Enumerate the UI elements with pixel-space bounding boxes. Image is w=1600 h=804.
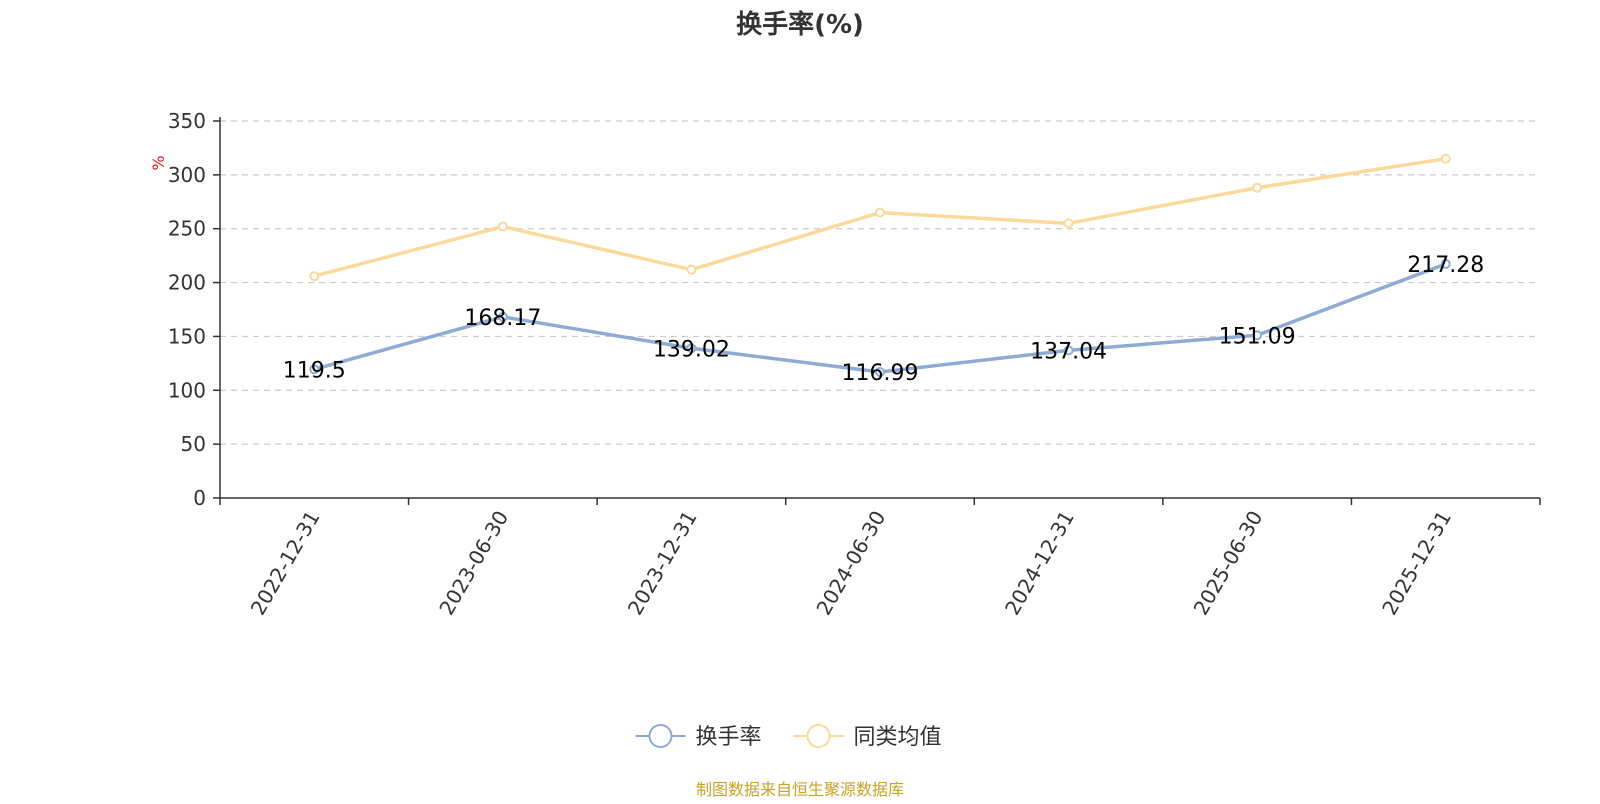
x-tick-label: 2023-06-30	[434, 507, 513, 620]
series-point[interactable]	[1252, 182, 1263, 193]
x-tick-label: 2024-06-30	[811, 507, 890, 620]
y-tick-label: 350	[168, 109, 206, 133]
legend[interactable]: 换手率 同类均值	[635, 724, 942, 750]
series-point[interactable]	[309, 364, 320, 375]
x-tick-label: 2024-12-31	[1000, 507, 1079, 620]
series-point[interactable]	[497, 311, 508, 322]
series-point[interactable]	[309, 271, 320, 282]
x-tick-label: 2025-12-31	[1377, 507, 1456, 620]
legend-label: 同类均值	[854, 725, 942, 750]
chart-title: 换手率(%)	[736, 9, 864, 40]
y-tick-label: 0	[193, 486, 206, 510]
x-tick-label: 2023-12-31	[623, 507, 702, 620]
y-tick-label: 250	[168, 217, 206, 241]
series-point[interactable]	[497, 221, 508, 232]
data-label: 119.5	[283, 358, 346, 383]
x-tick-label: 2022-12-31	[246, 507, 325, 620]
series-point[interactable]	[1440, 153, 1451, 164]
data-source-note: 制图数据来自恒生聚源数据库	[696, 780, 904, 799]
series-point[interactable]	[1252, 330, 1263, 341]
y-axis-unit-label: %	[149, 155, 168, 170]
data-label: 116.99	[842, 361, 919, 386]
y-tick-label: 150	[168, 324, 206, 348]
data-label: 137.04	[1030, 339, 1107, 364]
legend-label: 换手率	[696, 725, 762, 750]
legend-item[interactable]: 换手率	[635, 724, 762, 750]
x-tick-label: 2025-06-30	[1189, 507, 1268, 620]
data-label: 151.09	[1219, 324, 1296, 349]
grid-lines	[220, 120, 1540, 445]
series-point[interactable]	[875, 366, 885, 377]
series-point[interactable]	[1063, 218, 1074, 229]
series-lines	[309, 153, 1451, 377]
legend-item[interactable]: 同类均值	[793, 724, 942, 750]
legend-marker-icon	[648, 724, 673, 748]
data-label: 168.17	[464, 306, 541, 331]
series-point[interactable]	[875, 207, 885, 218]
y-tick-label: 300	[168, 163, 206, 187]
series-point[interactable]	[1440, 258, 1451, 269]
legend-marker-icon	[806, 724, 831, 748]
y-tick-label: 50	[181, 432, 206, 456]
y-tick-label: 100	[168, 378, 206, 402]
y-tick-label: 200	[168, 271, 206, 295]
series-point[interactable]	[686, 343, 697, 354]
data-label: 139.02	[653, 337, 730, 362]
series-point[interactable]	[686, 264, 697, 275]
data-label: 217.28	[1407, 253, 1484, 278]
series-point[interactable]	[1063, 345, 1074, 356]
data-labels: 119.5 168.17 139.02 116.99 137.04 151.09 217.2…	[283, 253, 1484, 386]
